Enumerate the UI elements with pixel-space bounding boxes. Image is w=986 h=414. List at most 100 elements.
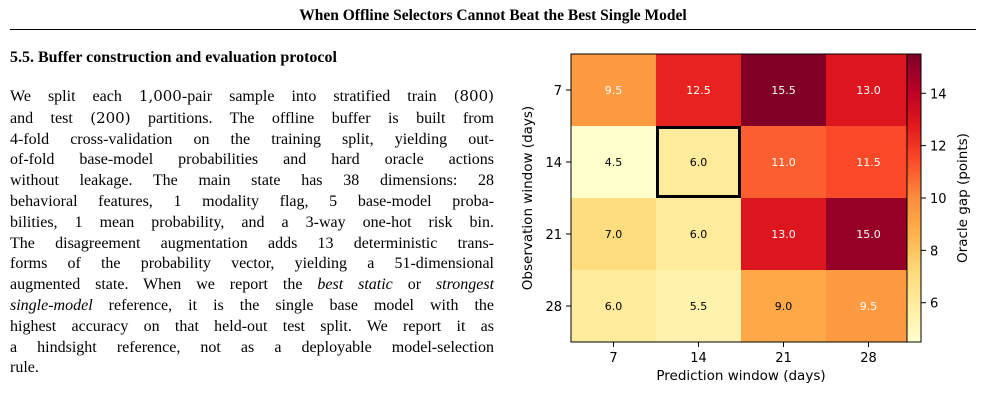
colorbar-segment xyxy=(907,106,921,110)
colorbar-segment xyxy=(907,260,921,264)
colorbar-segment xyxy=(907,169,921,173)
colorbar-segment xyxy=(907,183,921,187)
colorbar-segment xyxy=(907,186,921,189)
colorbar-segment xyxy=(907,78,921,81)
colorbar-tick-label: 10 xyxy=(930,192,947,207)
colorbar-segment xyxy=(907,138,921,141)
colorbar-segment xyxy=(907,210,921,213)
colorbar-segment xyxy=(907,82,921,86)
colorbar-segment xyxy=(907,231,921,235)
y-tick-label: 28 xyxy=(545,300,562,315)
colorbar-segment xyxy=(907,325,921,329)
y-tick-label: 21 xyxy=(545,228,562,243)
body-line: forms of the probability vector, yieldin… xyxy=(10,254,494,275)
colorbar-segment xyxy=(907,270,921,273)
y-axis-ticks: 7 14 21 28 xyxy=(545,84,571,315)
text-run: bilities, 1 mean probability, and a 3-wa… xyxy=(10,213,494,231)
text-run: best static xyxy=(317,276,393,294)
colorbar-segment xyxy=(907,214,921,218)
colorbar-segment xyxy=(907,339,921,343)
heatmap-cell xyxy=(656,126,742,199)
text-run: (800) xyxy=(453,87,494,105)
heatmap-cell xyxy=(741,270,827,343)
cell-value-label: 4.5 xyxy=(605,156,623,169)
body-line: without leakage. The main state has 38 d… xyxy=(10,171,494,192)
body-line: We split each 1,000-pair sample into str… xyxy=(10,86,494,108)
cell-value-label: 9.5 xyxy=(860,300,878,313)
colorbar-segment xyxy=(907,248,921,252)
heatmap-cells xyxy=(571,54,912,343)
x-tick-label: 28 xyxy=(860,351,877,366)
colorbar-segment xyxy=(907,308,921,312)
colorbar xyxy=(906,53,922,343)
colorbar-segment xyxy=(907,188,921,192)
body-line: of-fold base-model probabilities and har… xyxy=(10,150,494,171)
colorbar-segment xyxy=(907,140,921,144)
cell-value-label: 15.5 xyxy=(771,84,796,97)
cell-value-label: 6.0 xyxy=(690,228,708,241)
colorbar-segment xyxy=(907,152,921,156)
colorbar-segment xyxy=(907,286,921,290)
colorbar-segment xyxy=(907,87,921,91)
colorbar-segment xyxy=(907,198,921,201)
colorbar-segment xyxy=(907,118,921,122)
text-run: reference, it is the single base model w… xyxy=(92,296,494,314)
colorbar-segment xyxy=(907,267,921,271)
cell-value-label: 7.0 xyxy=(605,228,623,241)
colorbar-segment xyxy=(907,147,921,151)
x-axis-ticks: 7 14 21 28 xyxy=(609,342,877,366)
heatmap-cell xyxy=(741,54,827,127)
colorbar-segment xyxy=(907,222,921,225)
colorbar-segment xyxy=(907,265,921,269)
section-body: We split each 1,000-pair sample into str… xyxy=(10,86,494,379)
heatmap-cell xyxy=(826,270,912,343)
colorbar-segment xyxy=(907,130,921,134)
heatmap-cell xyxy=(656,54,742,127)
cell-value-label: 15.0 xyxy=(856,228,881,241)
x-tick-label: 7 xyxy=(609,351,617,366)
heatmap-cell xyxy=(826,198,912,271)
body-line: bilities, 1 mean probability, and a 3-wa… xyxy=(10,213,494,234)
x-tick-label: 14 xyxy=(690,351,707,366)
colorbar-segment xyxy=(907,279,921,283)
colorbar-segment xyxy=(907,111,921,115)
colorbar-segment xyxy=(907,320,921,324)
text-run: and test xyxy=(10,109,91,127)
heatmap-cell xyxy=(656,270,742,343)
text-run: single-model xyxy=(10,296,93,314)
heatmap-cell xyxy=(571,198,657,271)
text-run: (200) xyxy=(90,108,131,127)
colorbar-segment xyxy=(907,294,921,297)
colorbar-segment xyxy=(907,75,921,79)
colorbar-segment xyxy=(907,181,921,185)
colorbar-segment xyxy=(907,313,921,317)
colorbar-segment xyxy=(907,171,921,175)
colorbar-segment xyxy=(907,219,921,223)
colorbar-segment xyxy=(907,334,921,338)
colorbar-segment xyxy=(907,310,921,314)
body-line: behavioral features, 1 modality flag, 5 … xyxy=(10,192,494,213)
colorbar-segment xyxy=(907,166,921,170)
cell-value-label: 5.5 xyxy=(690,300,708,313)
cell-value-label: 11.5 xyxy=(856,156,881,169)
heatmap-cell xyxy=(826,54,912,127)
colorbar-ticks: 6 8 10 12 14 xyxy=(921,87,947,312)
colorbar-segment xyxy=(907,121,921,125)
body-line: The disagreement augmentation adds 13 de… xyxy=(10,234,494,255)
colorbar-segment xyxy=(907,330,921,333)
text-run: without leakage. The main state has 38 d… xyxy=(10,172,494,190)
colorbar-segment xyxy=(907,296,921,300)
colorbar-segment xyxy=(907,291,921,295)
text-run: augmented state. When we report the xyxy=(10,276,318,294)
heatmap-cell xyxy=(571,270,657,343)
colorbar-segment xyxy=(907,154,921,158)
colorbar-segment xyxy=(907,97,921,101)
text-run: 1,000 xyxy=(138,87,182,105)
text-run: behavioral features, 1 modality flag, 5 … xyxy=(10,192,494,210)
text-run: or xyxy=(392,276,436,294)
colorbar-segment xyxy=(907,250,921,254)
body-line: a hindsight reference, not as a deployab… xyxy=(10,338,494,359)
colorbar-segment xyxy=(907,190,921,194)
heatmap-cell xyxy=(741,126,827,199)
text-run: forms of the probability vector, yieldin… xyxy=(10,255,494,273)
